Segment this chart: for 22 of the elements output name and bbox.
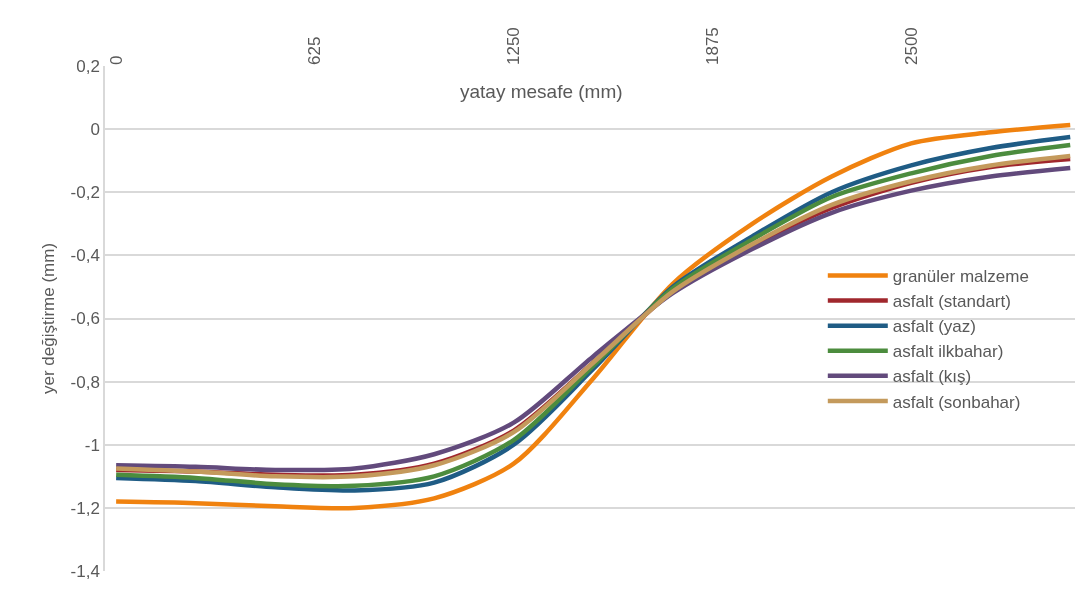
y-tick-label: 0 — [90, 120, 100, 140]
y-tick-label: -0,6 — [70, 309, 100, 329]
legend-label: asfalt (sonbahar) — [892, 392, 1021, 412]
legend-label: asfalt (yaz) — [892, 317, 976, 337]
x-axis-title: yatay mesafe (mm) — [460, 81, 623, 102]
y-tick-label: -1 — [84, 435, 100, 455]
x-tick-label: 2500 — [901, 27, 921, 65]
legend-label: asfalt (standart) — [892, 292, 1011, 312]
y-axis-title: yer değiştirme (mm) — [38, 242, 58, 395]
y-tick-label: -1,2 — [70, 498, 100, 518]
legend-label: asfalt (kış) — [892, 367, 972, 387]
x-tick-label: 0 — [106, 55, 126, 65]
x-tick-label: 1875 — [702, 27, 722, 65]
y-tick-label: -0,2 — [70, 183, 100, 203]
x-tick-label: 625 — [305, 36, 325, 65]
y-tick-label: 0,2 — [76, 56, 100, 76]
y-tick-label: -0,8 — [70, 372, 100, 392]
y-tick-label: -0,4 — [70, 246, 100, 266]
legend-label: asfalt ilkbahar) — [892, 342, 1004, 362]
x-tick-label: 1250 — [504, 27, 524, 65]
y-tick-label: -1,4 — [70, 561, 100, 581]
legend-label: granüler malzeme — [892, 267, 1029, 287]
